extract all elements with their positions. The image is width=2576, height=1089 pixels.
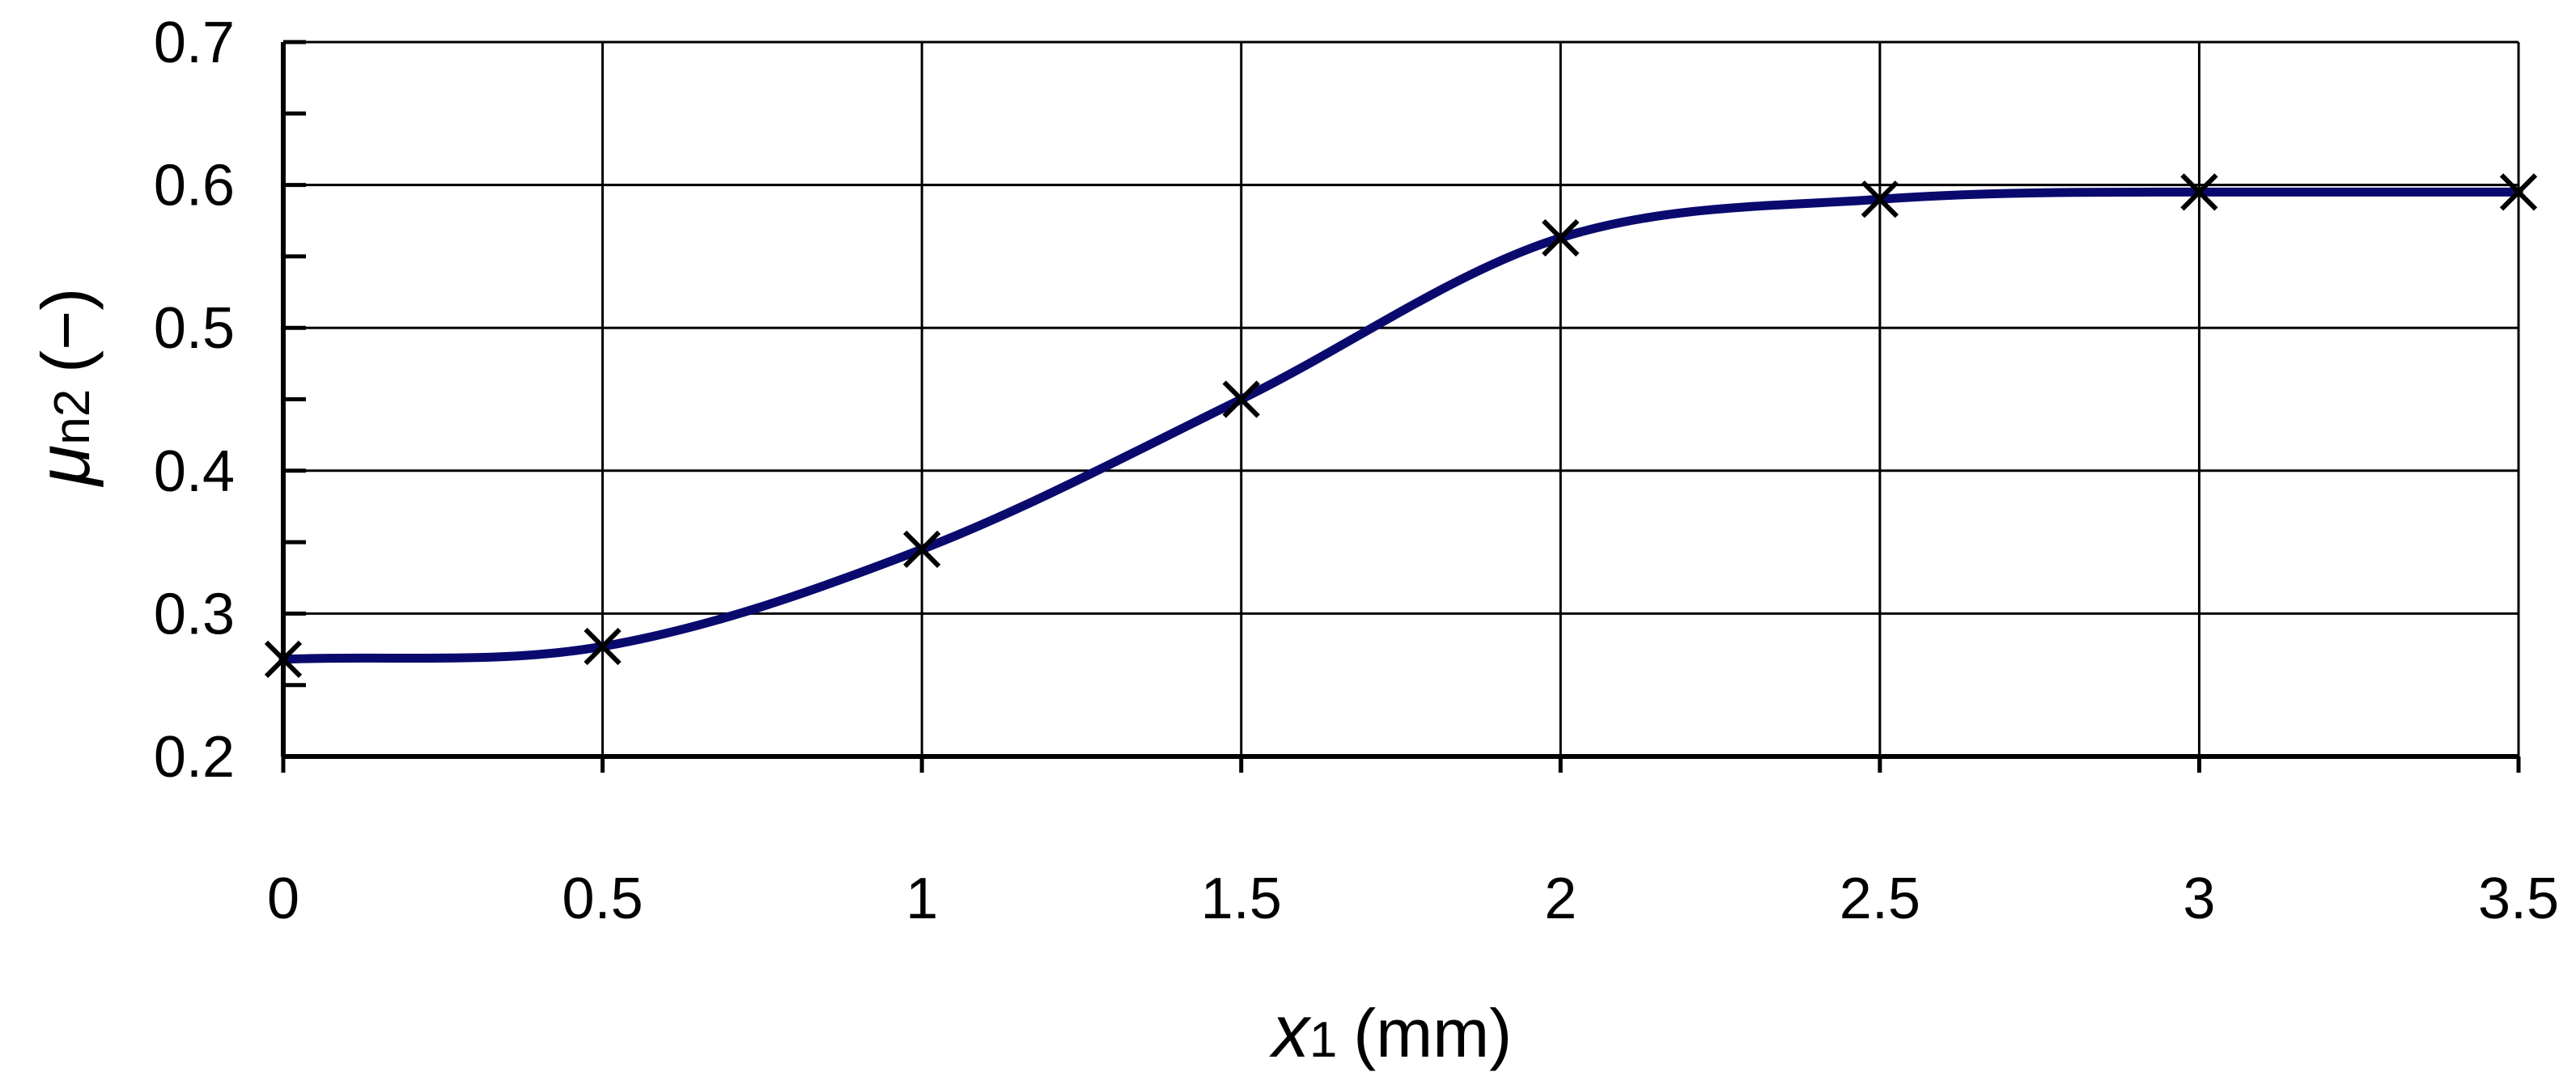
data-point-marker bbox=[264, 640, 303, 679]
marker-stroke bbox=[1542, 218, 1580, 257]
marker-stroke bbox=[1861, 180, 1899, 218]
x-tick-label: 3 bbox=[2183, 867, 2215, 931]
y-tick-label: 0.2 bbox=[154, 725, 235, 790]
y-tick-label: 0.6 bbox=[154, 154, 235, 218]
x-tick-label: 2.5 bbox=[1840, 867, 1920, 931]
x-tick-label: 0.5 bbox=[562, 867, 643, 931]
marker-stroke bbox=[2499, 173, 2538, 211]
y-axis-subscript: n2 bbox=[45, 389, 100, 445]
marker-stroke bbox=[264, 640, 303, 679]
y-axis-title: μn2 (−) bbox=[23, 288, 105, 487]
x-axis-unit: (mm) bbox=[1353, 995, 1512, 1071]
grid-lines bbox=[283, 40, 2520, 756]
y-tick-label: 0.5 bbox=[154, 296, 235, 361]
series-line bbox=[278, 187, 2523, 664]
y-axis-symbol: μ bbox=[23, 445, 105, 487]
marker-stroke bbox=[2180, 173, 2218, 211]
x-tick-label: 1.5 bbox=[1201, 867, 1282, 931]
series-markers bbox=[264, 173, 2538, 679]
x-tick-label: 1 bbox=[906, 867, 938, 931]
data-point-marker bbox=[584, 627, 622, 666]
axes bbox=[281, 40, 2521, 773]
x-tick-label: 0 bbox=[267, 867, 299, 931]
y-tick-label: 0.7 bbox=[154, 11, 235, 75]
data-point-marker bbox=[1861, 180, 1899, 218]
x-axis-symbol: x bbox=[1269, 990, 1312, 1073]
marker-stroke bbox=[1222, 380, 1260, 418]
marker-stroke bbox=[584, 627, 622, 666]
data-point-marker bbox=[2499, 173, 2538, 211]
data-point-marker bbox=[903, 530, 941, 569]
data-point-marker bbox=[1542, 218, 1580, 257]
x-tick-label: 3.5 bbox=[2478, 867, 2559, 931]
x-tick-label: 2 bbox=[1544, 867, 1577, 931]
y-axis-unit: (−) bbox=[28, 288, 104, 373]
y-tick-label: 0.4 bbox=[154, 439, 235, 504]
x-axis-title: x1 (mm) bbox=[1269, 990, 1512, 1073]
y-tick-labels: 0.2 0.3 0.4 0.5 0.6 0.7 bbox=[154, 11, 235, 790]
y-tick-label: 0.3 bbox=[154, 582, 235, 646]
x-axis-subscript: 1 bbox=[1309, 1012, 1337, 1068]
data-point-marker bbox=[2180, 173, 2218, 211]
marker-stroke bbox=[903, 530, 941, 569]
data-point-marker bbox=[1222, 380, 1260, 418]
x-tick-labels: 0 0.5 1 1.5 2 2.5 3 3.5 bbox=[267, 867, 2559, 931]
